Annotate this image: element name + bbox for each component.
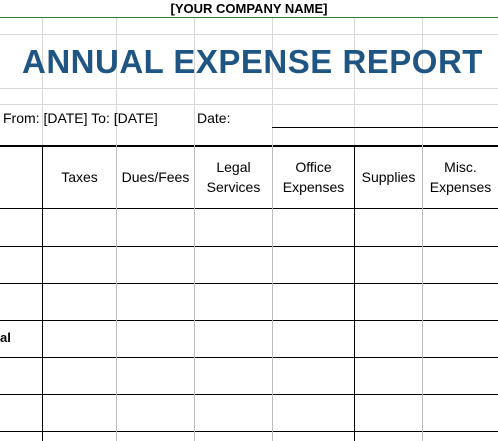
- date-range-label[interactable]: From: [DATE] To: [DATE]: [3, 110, 158, 126]
- column-header-line1: Supplies: [361, 169, 416, 185]
- date-label[interactable]: Date:: [197, 110, 231, 126]
- report-title[interactable]: ANNUAL EXPENSE REPORT: [22, 43, 483, 80]
- table-row-border: [0, 320, 498, 321]
- column-header-line2: Expenses: [282, 179, 345, 195]
- table-row-border: [0, 283, 498, 284]
- column-header-dues-fees[interactable]: Dues/Fees: [117, 146, 194, 208]
- column-header-supplies[interactable]: Supplies: [355, 146, 422, 208]
- table-column-border: [116, 145, 117, 441]
- table-column-border: [272, 145, 273, 441]
- table-column-border: [194, 145, 195, 441]
- column-header-line2: Services: [206, 179, 261, 195]
- sheet-gridline: [0, 88, 498, 89]
- table-header-border: [0, 208, 498, 209]
- table-top-border: [0, 145, 498, 147]
- company-name[interactable]: [YOUR COMPANY NAME]: [170, 1, 328, 16]
- column-header-misc-expenses[interactable]: Misc. Expenses: [423, 146, 498, 208]
- row-label-fragment[interactable]: al: [0, 330, 11, 345]
- column-header-line1: Legal: [216, 159, 251, 175]
- table-row-border: [0, 394, 498, 395]
- table-column-border: [354, 145, 355, 441]
- table-column-border: [42, 145, 43, 441]
- sheet-gridline: [422, 18, 423, 145]
- date-entry-line[interactable]: [272, 127, 498, 128]
- sheet-gridline: [194, 18, 195, 145]
- column-header-line1: Misc.: [444, 159, 477, 175]
- table-row-border: [0, 431, 498, 432]
- column-header-line1: Dues/Fees: [121, 169, 190, 185]
- column-header-taxes[interactable]: Taxes: [43, 146, 116, 208]
- table-row-border: [0, 357, 498, 358]
- sheet-gridline: [354, 18, 355, 145]
- sheet-gridline: [272, 18, 273, 145]
- sheet-gridline: [0, 34, 498, 35]
- sheet-gridline: [0, 104, 498, 105]
- column-header-legal-services[interactable]: Legal Services: [195, 146, 272, 208]
- table-column-border: [422, 145, 423, 441]
- company-underline: [0, 17, 498, 18]
- column-header-office-expenses[interactable]: Office Expenses: [273, 146, 354, 208]
- column-header-line2: Expenses: [429, 179, 492, 195]
- sheet-gridline: [42, 18, 43, 145]
- sheet-gridline: [116, 18, 117, 145]
- table-row-border: [0, 246, 498, 247]
- column-header-line1: Taxes: [61, 169, 98, 185]
- column-header-line1: Office: [295, 159, 332, 175]
